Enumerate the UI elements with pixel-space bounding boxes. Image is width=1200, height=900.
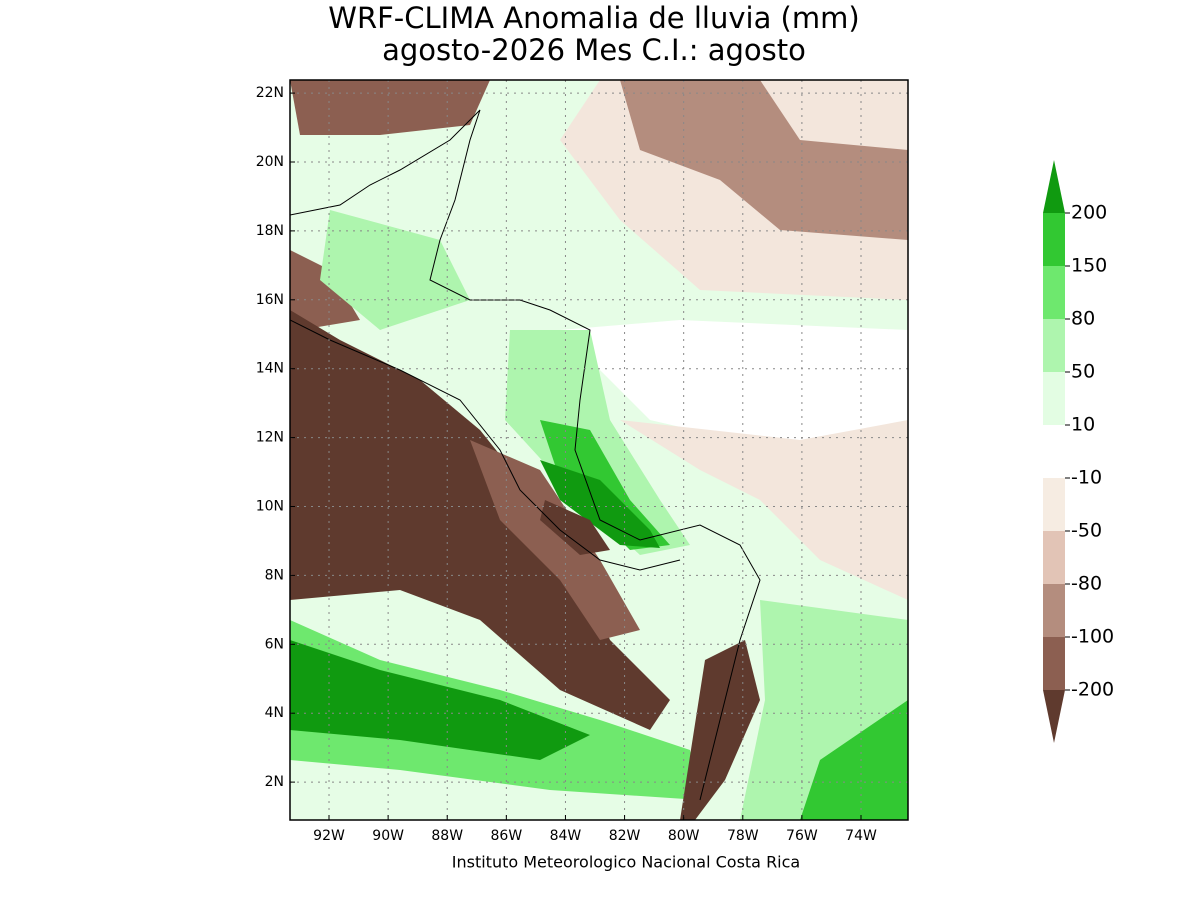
lon-tick-label: 92W [313,828,345,844]
lat-tick-label: 14N [256,361,284,377]
colorbar-label: 200 [1071,202,1107,224]
title-line: WRF-CLIMA Anomalia de lluvia (mm) [328,1,859,35]
lat-tick-label: 8N [265,567,284,583]
colorbar-label: 10 [1071,414,1095,436]
lon-tick-label: 78W [727,828,759,844]
grid: 92W 90W 88W 86W 84W 82W 80W 78W 76W 74W 2N 4N 6N 8N 10… [256,80,908,844]
lon-tick-label: 80W [668,828,700,844]
colorbar-segment [1043,637,1065,690]
colorbar-label: -50 [1071,520,1102,542]
lat-tick-label: 18N [256,223,284,239]
colorbar-segment [1043,478,1065,531]
colorbar-arrow [1043,160,1065,213]
colorbar-segment [1043,213,1065,266]
colorbar-label: 50 [1071,361,1095,383]
colorbar-segment [1043,531,1065,584]
colorbar-label: -100 [1071,626,1114,648]
lat-tick-label: 2N [265,774,284,790]
colorbar-segment [1043,372,1065,425]
map-frame [289,79,909,821]
lat-tick-label: 6N [265,636,284,652]
lon-tick-label: 90W [372,828,404,844]
map-field [290,80,908,820]
colorbar-label: -80 [1071,573,1102,595]
colorbar-label: 150 [1071,255,1107,277]
lon-tick-label: 88W [431,828,463,844]
title-line: agosto-2026 Mes C.I.: agosto [382,33,806,67]
colorbar-label: -10 [1071,467,1102,489]
colorbar-segment [1043,266,1065,319]
colorbar-arrow [1043,690,1065,743]
colorbar-label: 80 [1071,308,1095,330]
colorbar: 200 150 80 50 10 -10 -50 -80 -100 -200 [1043,160,1114,743]
lat-tick-label: 10N [256,498,284,514]
colorbar-label: -200 [1071,679,1114,701]
lon-tick-label: 82W [609,828,641,844]
lon-tick-label: 84W [550,828,582,844]
lon-tick-label: 86W [491,828,523,844]
lat-tick-label: 12N [256,430,284,446]
colorbar-segment [1043,425,1065,478]
colorbar-segment [1043,319,1065,372]
lon-tick-label: 76W [786,828,818,844]
lat-tick-label: 20N [256,154,284,170]
lat-tick-label: 16N [256,292,284,308]
credit: Instituto Meteorologico Nacional Costa R… [452,853,800,872]
lon-tick-label: 74W [845,828,877,844]
lat-tick-label: 22N [256,85,284,101]
lat-tick-label: 4N [265,705,284,721]
colorbar-segment [1043,584,1065,637]
